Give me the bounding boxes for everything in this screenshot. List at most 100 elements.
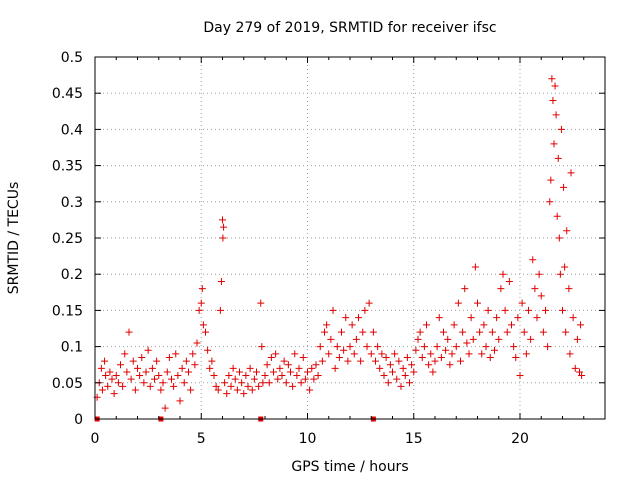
data-point <box>335 353 343 361</box>
data-point <box>361 306 369 314</box>
data-point <box>527 335 535 343</box>
data-point <box>372 357 379 365</box>
data-point <box>110 390 118 398</box>
data-point <box>219 216 226 224</box>
data-point <box>552 111 560 119</box>
data-point <box>131 386 139 394</box>
data-point <box>522 350 530 358</box>
data-point <box>386 361 394 369</box>
data-point <box>246 364 254 372</box>
data-point <box>344 357 352 365</box>
data-point <box>304 368 311 376</box>
data-point <box>227 382 235 390</box>
data-point <box>493 314 501 322</box>
data-point <box>114 379 122 387</box>
data-point <box>134 364 141 372</box>
data-point <box>571 364 579 372</box>
data-point <box>250 375 258 383</box>
data-point <box>225 372 233 380</box>
data-point <box>253 368 260 376</box>
data-point <box>471 263 479 271</box>
data-point <box>403 353 411 361</box>
data-point <box>220 223 228 231</box>
data-point <box>270 368 277 376</box>
x-tick-label: 5 <box>197 431 206 447</box>
data-point <box>516 372 524 380</box>
data-point <box>291 350 299 358</box>
data-point <box>546 198 554 206</box>
data-point <box>276 364 284 372</box>
data-point <box>216 306 224 314</box>
data-point <box>553 212 561 220</box>
data-point <box>151 375 158 383</box>
data-point <box>501 306 509 314</box>
data-point <box>393 375 401 383</box>
data-point <box>425 361 433 369</box>
data-point <box>365 299 373 307</box>
data-point <box>416 328 424 336</box>
data-point <box>384 379 392 387</box>
data-point <box>525 306 532 314</box>
data-point <box>499 270 507 278</box>
data-point <box>278 372 286 380</box>
data-point <box>301 375 309 383</box>
data-point <box>478 350 486 358</box>
data-point <box>448 350 456 358</box>
data-point <box>557 125 565 133</box>
data-point <box>352 335 360 343</box>
data-point <box>182 357 190 365</box>
data-point <box>204 346 212 354</box>
data-point <box>418 353 426 361</box>
data-point <box>153 357 161 365</box>
data-point <box>548 75 556 83</box>
data-point <box>550 140 558 148</box>
data-point <box>520 328 528 336</box>
data-point <box>539 328 547 336</box>
data-point <box>102 372 110 380</box>
data-point <box>238 379 246 387</box>
data-point <box>295 364 303 372</box>
data-point <box>547 176 555 184</box>
data-point <box>112 372 120 380</box>
data-point <box>117 361 124 369</box>
y-tick-label: 0.4 <box>61 122 83 138</box>
data-point <box>199 321 207 329</box>
axis-ticks <box>94 56 605 420</box>
data-point <box>484 306 492 314</box>
data-point <box>408 361 416 369</box>
data-point <box>549 96 557 104</box>
data-point <box>382 353 390 361</box>
data-point <box>318 357 326 365</box>
data-point <box>104 382 112 390</box>
data-point <box>476 328 484 336</box>
data-point <box>195 306 203 314</box>
data-point <box>178 364 186 372</box>
data-point <box>461 285 469 293</box>
data-point <box>242 372 250 380</box>
x-tick-labels: 0 5 10 15 20 <box>91 431 529 447</box>
data-point <box>459 328 467 336</box>
data-point <box>101 357 109 365</box>
data-point <box>359 328 367 336</box>
y-axis-title: SRMTID / TECUs <box>6 182 22 295</box>
data-point <box>308 364 316 372</box>
data-point <box>293 372 301 380</box>
data-point <box>348 321 356 329</box>
data-point <box>357 357 365 365</box>
data-point <box>172 350 180 358</box>
y-tick-label: 0.35 <box>52 159 83 175</box>
data-point <box>537 292 545 300</box>
y-tick-label: 0.05 <box>52 376 83 392</box>
data-point <box>395 357 403 365</box>
data-point <box>346 343 354 351</box>
data-point <box>136 372 144 380</box>
data-point <box>514 314 522 322</box>
data-point <box>255 382 263 390</box>
data-point <box>297 379 305 387</box>
data-point <box>380 372 388 380</box>
data-point <box>533 314 541 322</box>
data-point <box>314 372 322 380</box>
data-point <box>367 350 375 358</box>
